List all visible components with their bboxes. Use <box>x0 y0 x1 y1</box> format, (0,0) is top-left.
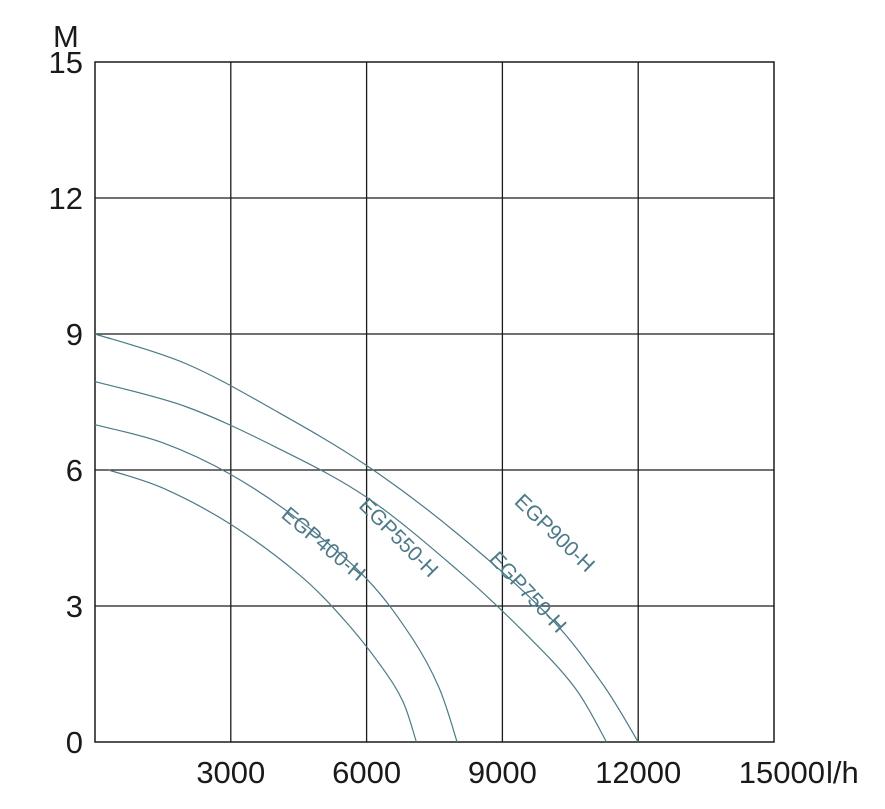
x-tick-label: 6000 <box>332 755 401 790</box>
x-tick-label: 3000 <box>196 755 265 790</box>
x-axis-unit: l/h <box>826 755 859 790</box>
y-tick-label: 9 <box>66 317 83 352</box>
x-tick-label: 15000 <box>739 755 825 790</box>
y-tick-label: 0 <box>66 725 83 760</box>
curve-egp400-h <box>108 469 417 743</box>
curves <box>94 333 639 743</box>
curve-label-egp400-h: EGP400-H <box>277 503 370 586</box>
curve-egp550-h <box>94 424 458 743</box>
x-tick-label: 12000 <box>595 755 681 790</box>
curve-label-egp900-h: EGP900-H <box>510 490 599 577</box>
tick-labels: 0 3 6 9 12 15 3000 6000 9000 12000 15000 l/h <box>49 45 859 790</box>
x-tick-label: 9000 <box>468 755 537 790</box>
y-tick-label: 12 <box>49 181 83 216</box>
y-tick-label: 15 <box>49 45 83 80</box>
curve-egp900-h <box>94 333 639 743</box>
curve-label-egp750-h: EGP750-H <box>484 548 570 638</box>
grid <box>94 61 775 743</box>
plot-frame <box>94 61 775 743</box>
y-tick-label: 6 <box>66 453 83 488</box>
y-axis-unit: M <box>53 19 79 54</box>
y-tick-label: 3 <box>66 589 83 624</box>
curve-egp750-h <box>94 381 608 743</box>
